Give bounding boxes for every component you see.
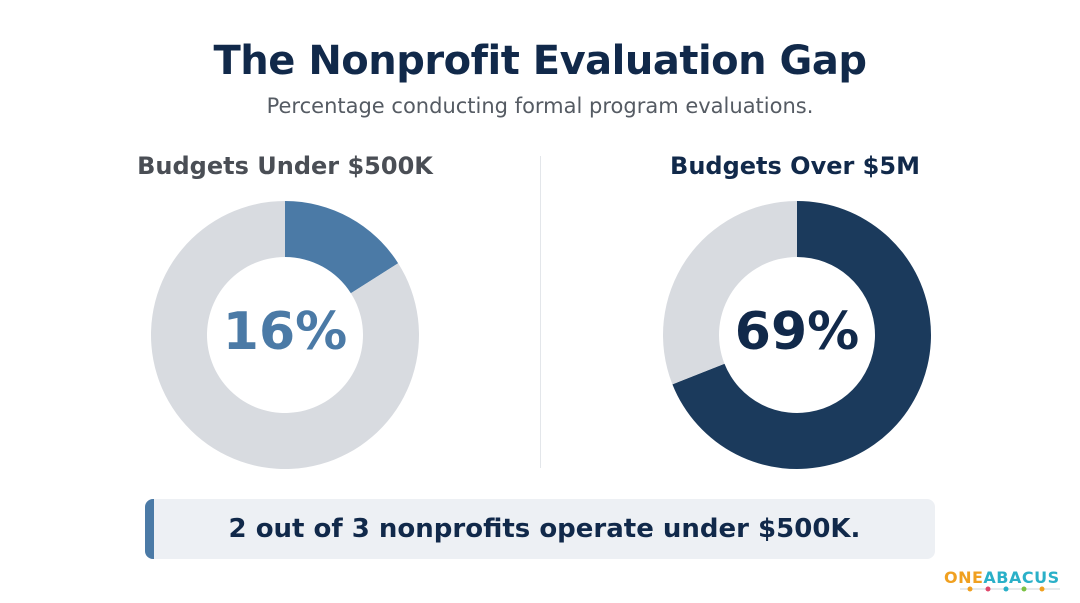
left-chart-title: Budgets Under $500K: [137, 152, 433, 180]
left-donut-svg: [150, 201, 420, 469]
page-title: The Nonprofit Evaluation Gap: [213, 38, 868, 84]
right-donut-value: 69%: [734, 302, 860, 362]
page-subtitle: Percentage conducting formal program eva…: [266, 94, 814, 118]
right-donut-slice-evaluating: [672, 201, 931, 469]
left-donut-slice-evaluating: [285, 201, 399, 294]
right-chart-title: Budgets Over $5M: [670, 152, 920, 180]
right-donut-svg: [663, 201, 931, 469]
left-donut-slice-not-evaluating: [150, 201, 420, 469]
right-donut-slice-not-evaluating: [663, 201, 797, 385]
callout-accent-bar: [145, 499, 154, 559]
brand-logo: ONEABACUS: [944, 568, 1060, 587]
left-donut-value: 16%: [222, 302, 348, 362]
left-donut-chart: 16%: [150, 200, 420, 470]
logo-part-one: ONE: [944, 568, 984, 587]
logo-part-abacus: ABACUS: [983, 568, 1060, 587]
logo-abacus-beads-icon: [960, 586, 1060, 592]
right-donut-chart: 69%: [662, 200, 932, 470]
callout-text: 2 out of 3 nonprofits operate under $500…: [228, 514, 861, 544]
callout-banner: 2 out of 3 nonprofits operate under $500…: [145, 499, 935, 559]
panel-divider: [540, 156, 541, 468]
